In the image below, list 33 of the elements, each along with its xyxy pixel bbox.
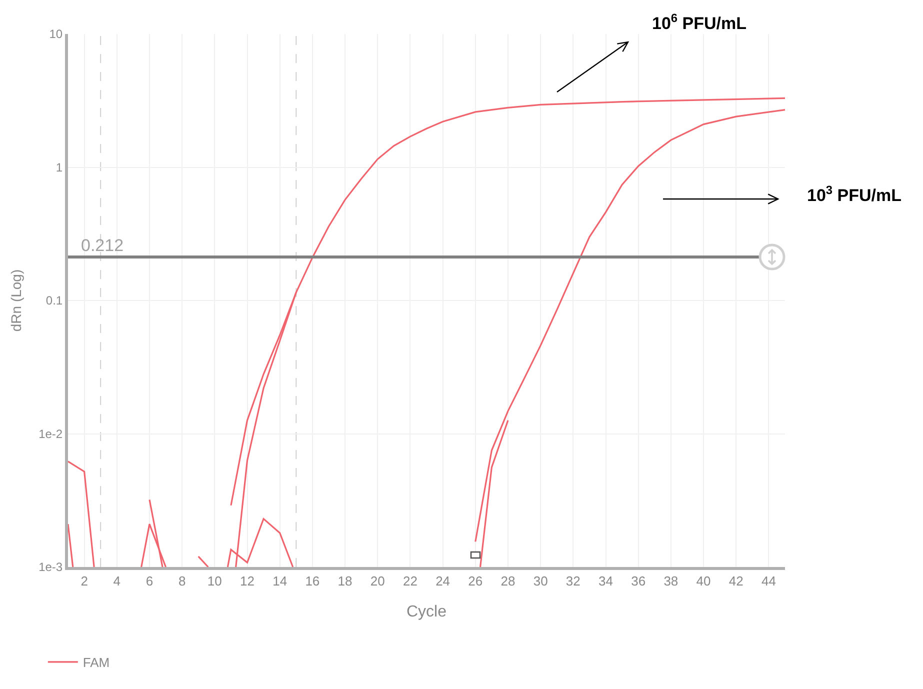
y-tick-label: 1	[56, 160, 63, 174]
x-tick-label: 10	[207, 574, 222, 589]
x-tick-label: 20	[370, 574, 385, 589]
x-tick-label: 30	[533, 574, 548, 589]
x-axis-title: Cycle	[406, 603, 447, 620]
y-tick-label: 0.1	[46, 294, 63, 308]
x-tick-label: 16	[305, 574, 320, 589]
x-tick-label: 24	[436, 574, 450, 589]
x-tick-label: 40	[696, 574, 711, 589]
x-tick-label: 42	[728, 574, 744, 589]
x-tick-label: 18	[338, 574, 352, 589]
legend-label: FAM	[82, 654, 110, 670]
x-tick-label: 28	[500, 574, 516, 589]
x-tick-label: 2	[80, 574, 88, 589]
y-tick-label: 1e-2	[38, 426, 63, 441]
x-tick-label: 14	[272, 574, 288, 589]
text: 10$^{3}$ PFU/mL	[807, 183, 902, 206]
x-tick-label: 12	[240, 574, 254, 589]
y-axis-title: dRn (Log)	[8, 269, 24, 332]
x-tick-label: 32	[566, 574, 580, 589]
text: 10$^{6}$ PFU/mL	[652, 11, 746, 34]
x-tick-label: 8	[178, 574, 186, 589]
x-tick-label: 26	[468, 574, 483, 589]
y-tick-label: 1e-3	[38, 560, 63, 574]
x-tick-label: 44	[761, 574, 776, 589]
x-tick-label: 36	[631, 574, 646, 589]
x-tick-label: 22	[402, 574, 418, 589]
x-tick-label: 34	[598, 574, 613, 589]
ref-line-label: 0.212	[81, 236, 124, 255]
x-tick-label: 38	[664, 574, 678, 589]
x-tick-label: 4	[113, 574, 121, 589]
x-tick-label: 6	[146, 574, 154, 589]
y-tick-label: 10	[49, 27, 63, 42]
